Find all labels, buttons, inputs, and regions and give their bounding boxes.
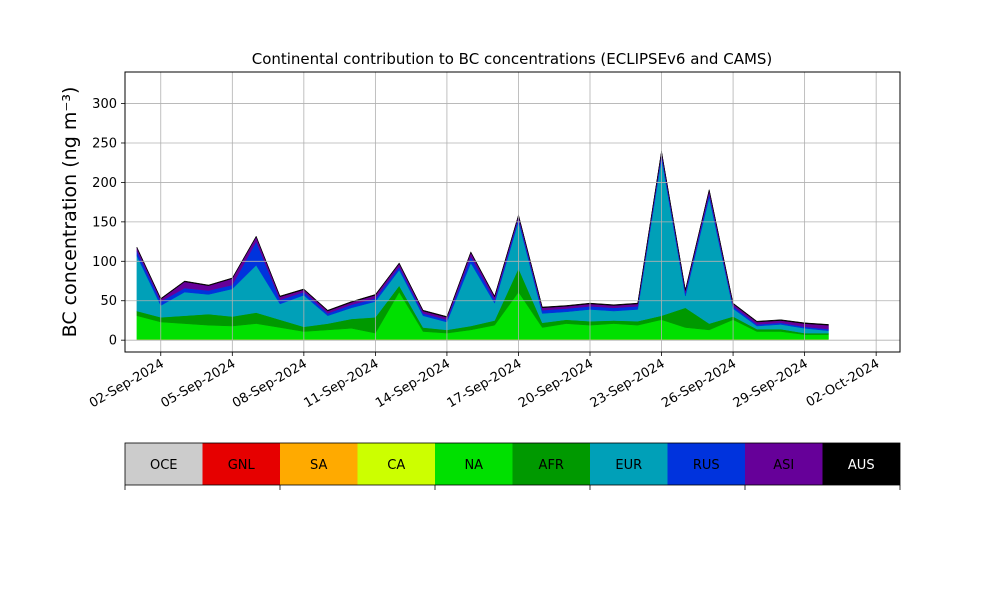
y-tick-label: 0 — [109, 334, 117, 349]
legend-swatch-oce — [125, 443, 203, 485]
y-axis-label: BC concentration (ng m⁻³) — [59, 87, 81, 338]
y-axis: 0 50 100 150 200 250 300 — [92, 97, 125, 349]
legend-label-eur: EUR — [615, 458, 642, 473]
legend-swatch-ca — [357, 443, 435, 485]
legend-swatch-rus — [667, 443, 745, 485]
legend-label-afr: AFR — [539, 458, 564, 473]
y-tick-label: 250 — [92, 136, 117, 151]
legend-swatch-gnl — [202, 443, 280, 485]
legend-swatch-sa — [280, 443, 358, 485]
legend-label-oce: OCE — [150, 458, 178, 473]
legend-label-asi: ASI — [773, 458, 794, 473]
legend-label-aus: AUS — [848, 458, 875, 473]
legend-swatch-eur — [590, 443, 668, 485]
y-tick-label: 200 — [92, 176, 117, 191]
y-tick-label: 150 — [92, 215, 117, 230]
legend-swatch-aus — [822, 443, 900, 485]
legend-swatch-asi — [745, 443, 823, 485]
legend-label-rus: RUS — [693, 458, 720, 473]
legend-label-ca: CA — [387, 458, 405, 473]
y-tick-label: 100 — [92, 255, 117, 270]
y-tick-label: 300 — [92, 97, 117, 112]
legend-frame — [124, 442, 901, 486]
legend-swatch-afr — [512, 443, 590, 485]
legend-swatch-na — [435, 443, 513, 485]
legend-label-sa: SA — [310, 458, 327, 473]
y-tick-label: 50 — [100, 294, 117, 309]
chart-title: Continental contribution to BC concentra… — [252, 50, 773, 68]
legend-label-na: NA — [464, 458, 483, 473]
grid-lines — [125, 72, 900, 352]
legend-label-gnl: GNL — [228, 458, 256, 473]
plot-frame — [124, 71, 901, 353]
legend-colorbar: OCE GNL SA CA NA AFR EUR RUS ASI AUS — [124, 442, 901, 490]
